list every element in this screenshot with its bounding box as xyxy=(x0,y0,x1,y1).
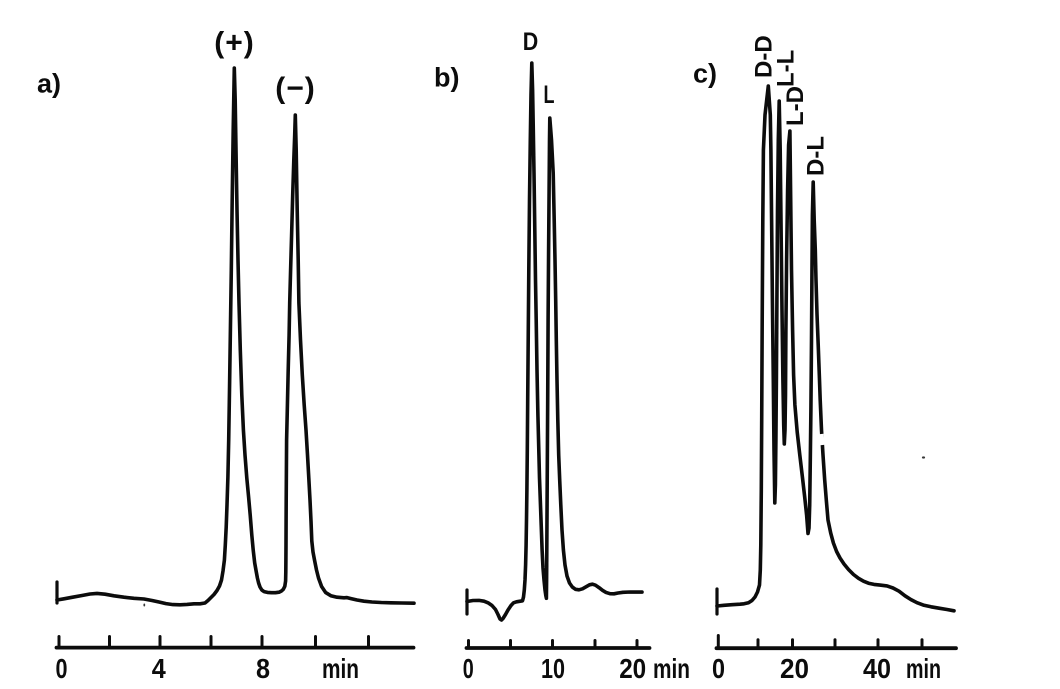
svg-text:L: L xyxy=(544,81,555,109)
svg-text:40: 40 xyxy=(863,653,891,684)
svg-text:(+): (+) xyxy=(214,27,255,60)
svg-text:c): c) xyxy=(693,59,717,89)
svg-text:(−): (−) xyxy=(275,72,316,105)
svg-text:min: min xyxy=(906,653,941,684)
svg-text:D-L: D-L xyxy=(803,136,830,176)
svg-text:4: 4 xyxy=(152,653,166,684)
svg-text:L-D: L-D xyxy=(782,86,809,126)
svg-text:L-L: L-L xyxy=(773,50,800,87)
svg-text:min: min xyxy=(653,653,690,684)
svg-text:a): a) xyxy=(37,69,61,99)
svg-text:0: 0 xyxy=(56,653,68,684)
svg-text:20: 20 xyxy=(619,653,646,684)
svg-text:D-D: D-D xyxy=(751,35,778,78)
svg-text:20: 20 xyxy=(780,653,809,684)
svg-text:0: 0 xyxy=(712,653,725,684)
svg-text:10: 10 xyxy=(541,653,565,684)
svg-text:0: 0 xyxy=(463,653,474,684)
svg-text:D: D xyxy=(523,28,539,56)
svg-text:min: min xyxy=(322,653,359,684)
svg-text:b): b) xyxy=(434,63,459,93)
svg-text:8: 8 xyxy=(256,653,270,684)
